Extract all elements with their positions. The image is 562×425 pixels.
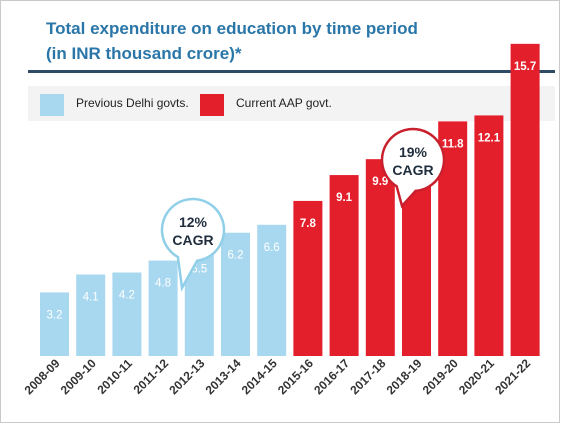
- value-label-2013-14: 6.2: [228, 250, 244, 262]
- chart-title: Total expenditure on education by time p…: [46, 16, 516, 66]
- bar-2010-11: [112, 272, 142, 356]
- callout-current-cagr-shape: [380, 127, 446, 209]
- callout-previous-cagr-text-0: 12%: [179, 214, 208, 230]
- legend: [28, 86, 555, 121]
- x-tick-2018-19: 2018-19: [384, 356, 425, 397]
- x-tick-2019-20: 2019-20: [420, 356, 461, 397]
- value-label-2011-12: 4.8: [155, 278, 171, 290]
- value-label-2010-11: 4.2: [119, 289, 135, 301]
- x-tick-labels-group: 2008-092009-102010-112011-122012-132013-…: [22, 356, 534, 397]
- legend-label-previous: Previous Delhi govts.: [76, 96, 189, 110]
- callout-current-cagr-text-0: 19%: [399, 144, 428, 160]
- x-tick-2021-22: 2021-22: [492, 356, 533, 397]
- value-label-2016-17: 9.1: [336, 192, 353, 204]
- callout-previous-cagr: 12% CAGR: [160, 197, 226, 292]
- bar-2008-09: [40, 292, 69, 356]
- bar-2013-14: [221, 232, 250, 356]
- value-label-2020-21: 12.1: [478, 132, 501, 144]
- title-underline: [28, 70, 555, 73]
- legend-swatch-current: [200, 94, 224, 116]
- x-tick-2016-17: 2016-17: [311, 356, 352, 397]
- callout-previous-cagr-text-1: CAGR: [172, 232, 213, 248]
- bars-group: [40, 43, 540, 357]
- value-label-2021-22: 15.7: [514, 61, 536, 73]
- value-label-2009-10: 4.1: [83, 291, 99, 303]
- x-tick-2012-13: 2012-13: [166, 356, 207, 397]
- x-tick-2009-10: 2009-10: [58, 356, 99, 397]
- x-tick-2014-15: 2014-15: [239, 356, 280, 397]
- bar-2016-17: [329, 175, 359, 356]
- value-label-2019-20: 11.8: [442, 138, 464, 150]
- bar-2017-18: [365, 159, 395, 356]
- chart-title-line-2: (in INR thousand crore)*: [46, 44, 242, 63]
- x-tick-2010-11: 2010-11: [94, 356, 135, 397]
- callouts-group: 12% CAGR 19% CAGR: [160, 127, 446, 292]
- bar-2014-15: [257, 224, 287, 356]
- x-tick-2015-16: 2015-16: [275, 356, 316, 397]
- x-tick-2013-14: 2013-14: [203, 356, 244, 397]
- x-tick-2017-18: 2017-18: [347, 356, 388, 397]
- x-tick-2011-12: 2011-12: [131, 356, 172, 397]
- callout-current-cagr: 19% CAGR: [380, 127, 446, 209]
- bar-2021-22: [510, 43, 540, 357]
- x-tick-2008-09: 2008-09: [22, 356, 63, 397]
- callout-current-cagr-text-1: CAGR: [392, 162, 433, 178]
- x-tick-2020-21: 2020-21: [456, 356, 497, 397]
- legend-swatch-previous: [40, 94, 64, 116]
- callout-previous-cagr-shape: [160, 197, 226, 292]
- value-label-2008-09: 3.2: [47, 309, 63, 321]
- legend-label-current: Current AAP govt.: [236, 96, 332, 110]
- value-label-2015-16: 7.8: [300, 218, 317, 230]
- value-label-2014-15: 6.6: [264, 242, 280, 254]
- bar-2015-16: [293, 200, 323, 356]
- value-label-2012-13: 5.5: [191, 264, 207, 276]
- bar-2020-21: [474, 115, 504, 357]
- bar-2011-12: [148, 260, 178, 356]
- value-label-2017-18: 9.9: [372, 176, 388, 188]
- chart-title-line-1: Total expenditure on education by time p…: [46, 19, 418, 38]
- bar-2009-10: [76, 274, 106, 356]
